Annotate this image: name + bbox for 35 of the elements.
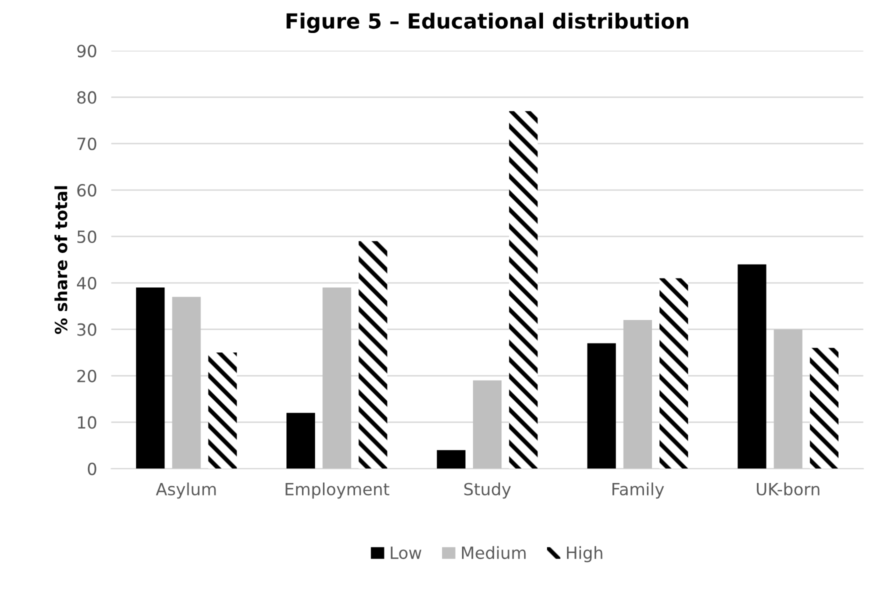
y-tick-label: 40 bbox=[76, 276, 96, 290]
bar bbox=[436, 450, 466, 469]
bar bbox=[172, 296, 201, 469]
y-tick-label: 0 bbox=[88, 462, 96, 476]
bar bbox=[358, 241, 388, 469]
bar bbox=[136, 288, 165, 469]
bar bbox=[810, 348, 838, 469]
legend-label: Low bbox=[390, 546, 422, 560]
legend-label: High bbox=[566, 546, 602, 562]
x-tick-label: Employment bbox=[286, 482, 390, 499]
bar bbox=[774, 329, 802, 469]
bar bbox=[322, 288, 352, 469]
bar bbox=[738, 264, 766, 469]
y-tick-label: 70 bbox=[78, 138, 96, 150]
y-tick-label: 20 bbox=[77, 370, 96, 382]
x-tick-label: UK-born bbox=[756, 482, 820, 496]
y-tick-label: 80 bbox=[77, 91, 96, 104]
y-tick-label: 90 bbox=[77, 44, 96, 58]
legend-label: Medium bbox=[462, 546, 526, 560]
chart-title: Figure 5 – Educational distribution bbox=[286, 12, 688, 34]
bar bbox=[286, 412, 316, 469]
bar bbox=[208, 352, 237, 469]
y-tick-label: 50 bbox=[77, 230, 96, 244]
y-axis-title: % share of total bbox=[54, 186, 68, 334]
x-tick-label: Study bbox=[464, 482, 511, 499]
x-tick-label: Asylum bbox=[156, 482, 216, 499]
bar bbox=[659, 278, 688, 469]
y-tick-label: 60 bbox=[77, 184, 96, 197]
bar bbox=[509, 111, 538, 469]
y-tick-label: 10 bbox=[78, 416, 96, 429]
x-tick-label: Family bbox=[612, 482, 664, 499]
bar bbox=[587, 343, 616, 469]
bar bbox=[472, 380, 502, 469]
y-tick-label: 30 bbox=[77, 323, 96, 336]
bar bbox=[623, 320, 652, 469]
